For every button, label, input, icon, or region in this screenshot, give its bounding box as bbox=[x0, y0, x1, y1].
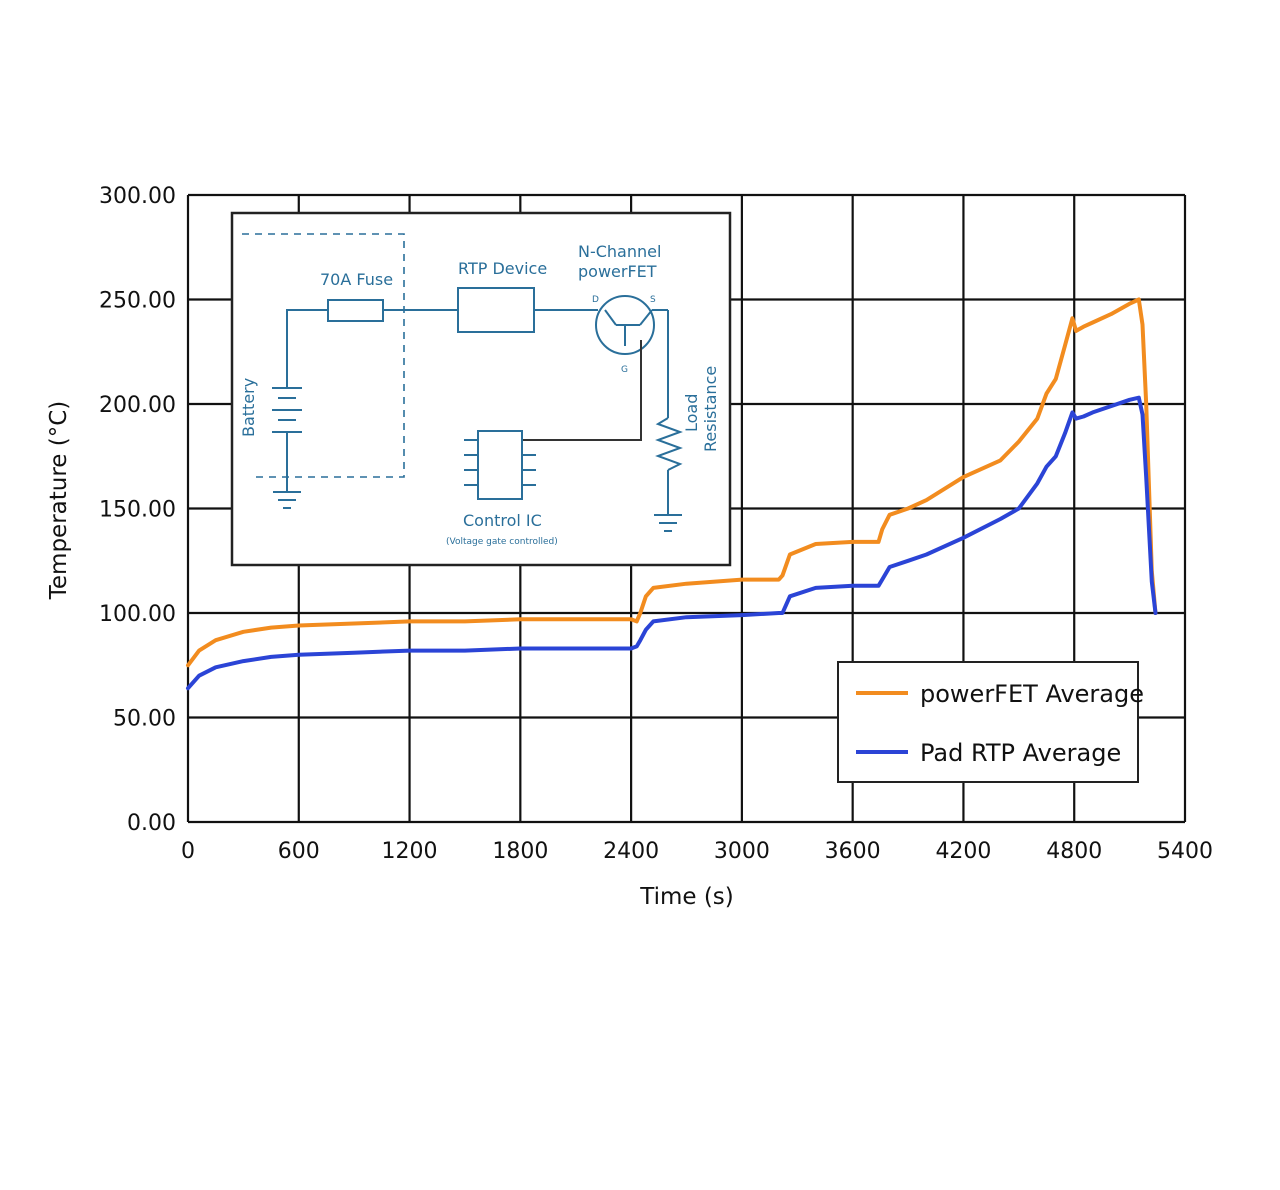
control-ic-sublabel: (Voltage gate controlled) bbox=[446, 537, 558, 547]
legend-label-pad-rtp: Pad RTP Average bbox=[920, 739, 1121, 767]
load-resistor-symbol bbox=[654, 310, 683, 532]
fet-pin-g: G bbox=[621, 365, 628, 375]
inset-schematic: 70A Fuse RTP Device N-Channel powerFET D… bbox=[230, 211, 732, 567]
series-line-pad-rtp bbox=[186, 395, 1158, 691]
fuse-label: 70A Fuse bbox=[320, 270, 393, 289]
y-tick-label: 300.00 bbox=[99, 184, 176, 209]
x-tick-label: 4800 bbox=[1046, 839, 1102, 864]
legend-frame bbox=[837, 661, 1139, 783]
x-tick-labels: 0 600 1200 1800 2400 3000 3600 4200 4800 5400 bbox=[181, 839, 1213, 864]
y-tick-label: 150.00 bbox=[99, 498, 176, 523]
control-ic-label: Control IC bbox=[463, 511, 542, 530]
x-tick-label: 600 bbox=[278, 839, 320, 864]
x-tick-label: 2400 bbox=[603, 839, 659, 864]
y-axis-title: Temperature (°C) bbox=[46, 401, 72, 601]
legend-label-powerfet: powerFET Average bbox=[920, 680, 1144, 708]
y-tick-label: 250.00 bbox=[99, 289, 176, 314]
battery-enclosure bbox=[242, 233, 405, 478]
battery-symbol bbox=[272, 387, 302, 509]
y-tick-labels: 0.00 50.00 100.00 150.00 200.00 250.00 300.00 bbox=[99, 184, 176, 836]
y-tick-label: 0.00 bbox=[127, 811, 176, 836]
y-tick-label: 50.00 bbox=[113, 707, 176, 732]
rtp-device-label: RTP Device bbox=[458, 259, 547, 278]
series-layer bbox=[186, 297, 1158, 691]
load-label-line2: Resistance bbox=[701, 366, 720, 452]
control-ic-symbol bbox=[464, 430, 536, 500]
rtp-device-symbol bbox=[457, 287, 535, 333]
fet-label-line1: N-Channel bbox=[578, 242, 661, 261]
x-tick-label: 1200 bbox=[382, 839, 438, 864]
x-tick-label: 5400 bbox=[1157, 839, 1213, 864]
fet-pin-s: S bbox=[650, 295, 656, 305]
fet-label-line2: powerFET bbox=[578, 262, 657, 281]
main-wire bbox=[286, 309, 598, 388]
x-tick-label: 3000 bbox=[714, 839, 770, 864]
gate-wire bbox=[523, 340, 642, 441]
series-line-powerfet bbox=[186, 297, 1158, 668]
inset-frame bbox=[230, 211, 732, 567]
battery-label: Battery bbox=[239, 378, 258, 437]
fet-symbol bbox=[595, 295, 668, 355]
load-label-line1: Load bbox=[682, 394, 701, 432]
y-tick-label: 100.00 bbox=[99, 602, 176, 627]
x-tick-label: 4200 bbox=[935, 839, 991, 864]
x-axis-title: Time (s) bbox=[639, 884, 734, 910]
x-tick-label: 1800 bbox=[492, 839, 548, 864]
fuse-symbol bbox=[327, 299, 384, 322]
fet-pin-d: D bbox=[592, 295, 599, 305]
x-tick-label: 0 bbox=[181, 839, 195, 864]
legend: powerFET Average Pad RTP Average bbox=[837, 661, 1144, 783]
x-tick-label: 3600 bbox=[825, 839, 881, 864]
y-tick-label: 200.00 bbox=[99, 393, 176, 418]
